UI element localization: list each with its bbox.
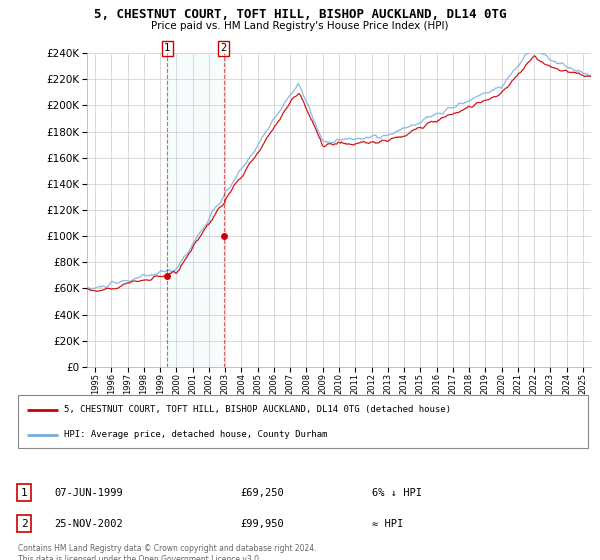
Text: 1: 1 <box>164 43 170 53</box>
Text: 1: 1 <box>20 488 28 498</box>
Text: ≈ HPI: ≈ HPI <box>372 519 403 529</box>
Text: 2: 2 <box>20 519 28 529</box>
Text: 5, CHESTNUT COURT, TOFT HILL, BISHOP AUCKLAND, DL14 0TG: 5, CHESTNUT COURT, TOFT HILL, BISHOP AUC… <box>94 8 506 21</box>
Text: 25-NOV-2002: 25-NOV-2002 <box>54 519 123 529</box>
Text: 07-JUN-1999: 07-JUN-1999 <box>54 488 123 498</box>
Text: 2: 2 <box>220 43 227 53</box>
Text: £69,250: £69,250 <box>240 488 284 498</box>
Text: Price paid vs. HM Land Registry's House Price Index (HPI): Price paid vs. HM Land Registry's House … <box>151 21 449 31</box>
Text: 6% ↓ HPI: 6% ↓ HPI <box>372 488 422 498</box>
Text: 5, CHESTNUT COURT, TOFT HILL, BISHOP AUCKLAND, DL14 0TG (detached house): 5, CHESTNUT COURT, TOFT HILL, BISHOP AUC… <box>64 405 451 414</box>
Text: HPI: Average price, detached house, County Durham: HPI: Average price, detached house, Coun… <box>64 430 327 439</box>
Text: Contains HM Land Registry data © Crown copyright and database right 2024.
This d: Contains HM Land Registry data © Crown c… <box>18 544 317 560</box>
Bar <box>167 53 224 367</box>
Text: £99,950: £99,950 <box>240 519 284 529</box>
